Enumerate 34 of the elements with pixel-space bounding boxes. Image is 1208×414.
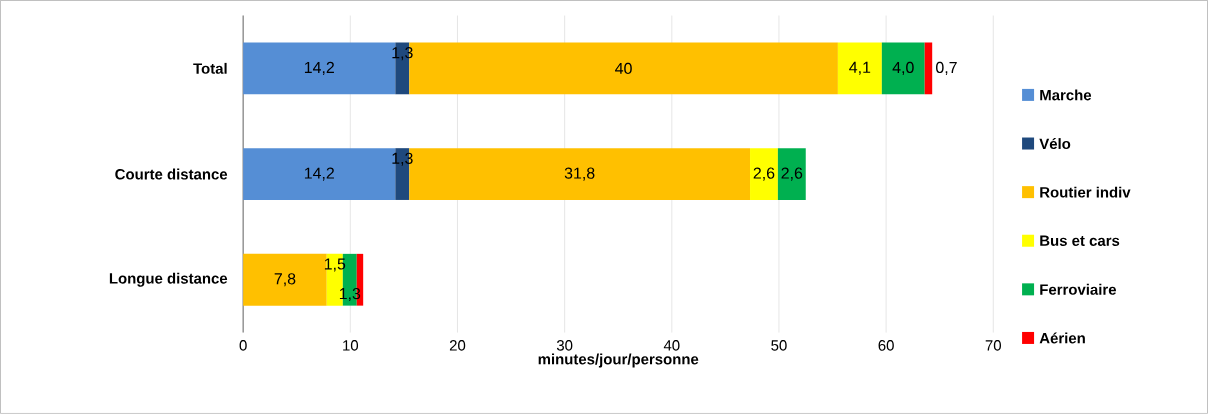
data-label: 14,2 [304, 167, 334, 181]
legend-label: Bus et cars [1040, 235, 1120, 247]
data-label: 7,8 [274, 273, 296, 287]
legend-label: Routier indiv [1040, 186, 1131, 198]
y-tick-label: Longue distance [109, 272, 228, 287]
x-tick-label: 0 [239, 340, 247, 351]
x-tick-label: 10 [343, 340, 359, 351]
x-tick-label: 30 [556, 340, 573, 351]
bar [837, 42, 882, 95]
bar [924, 42, 933, 95]
data-label: 2,6 [781, 167, 803, 181]
bar [750, 148, 778, 201]
data-label: 4,1 [849, 61, 871, 75]
x-axis-title: minutes/jour/personne [538, 353, 699, 368]
legend-label: Marche [1040, 89, 1092, 101]
data-label: 31,8 [564, 167, 595, 181]
y-tick-label: Courte distance [115, 168, 228, 180]
data-label: 4,0 [892, 61, 914, 76]
data-label: 14,2 [304, 61, 334, 76]
x-tick-label: 60 [878, 340, 894, 351]
data-label: 0,7 [936, 61, 957, 76]
legend-label: Ferroviaire [1040, 283, 1117, 295]
x-tick-label: 70 [985, 340, 1001, 351]
legend-label: Vélo [1039, 138, 1071, 150]
legend-label: Aérien [1039, 332, 1085, 344]
x-tick-label: 40 [663, 340, 680, 351]
y-tick-label: Total [193, 62, 227, 74]
data-label: 2,6 [753, 167, 775, 181]
bar [881, 42, 925, 95]
bar [243, 253, 327, 306]
data-label: 40 [615, 62, 632, 75]
x-tick-label: 20 [449, 340, 466, 351]
bar [777, 148, 806, 201]
x-tick-label: 50 [771, 340, 787, 351]
